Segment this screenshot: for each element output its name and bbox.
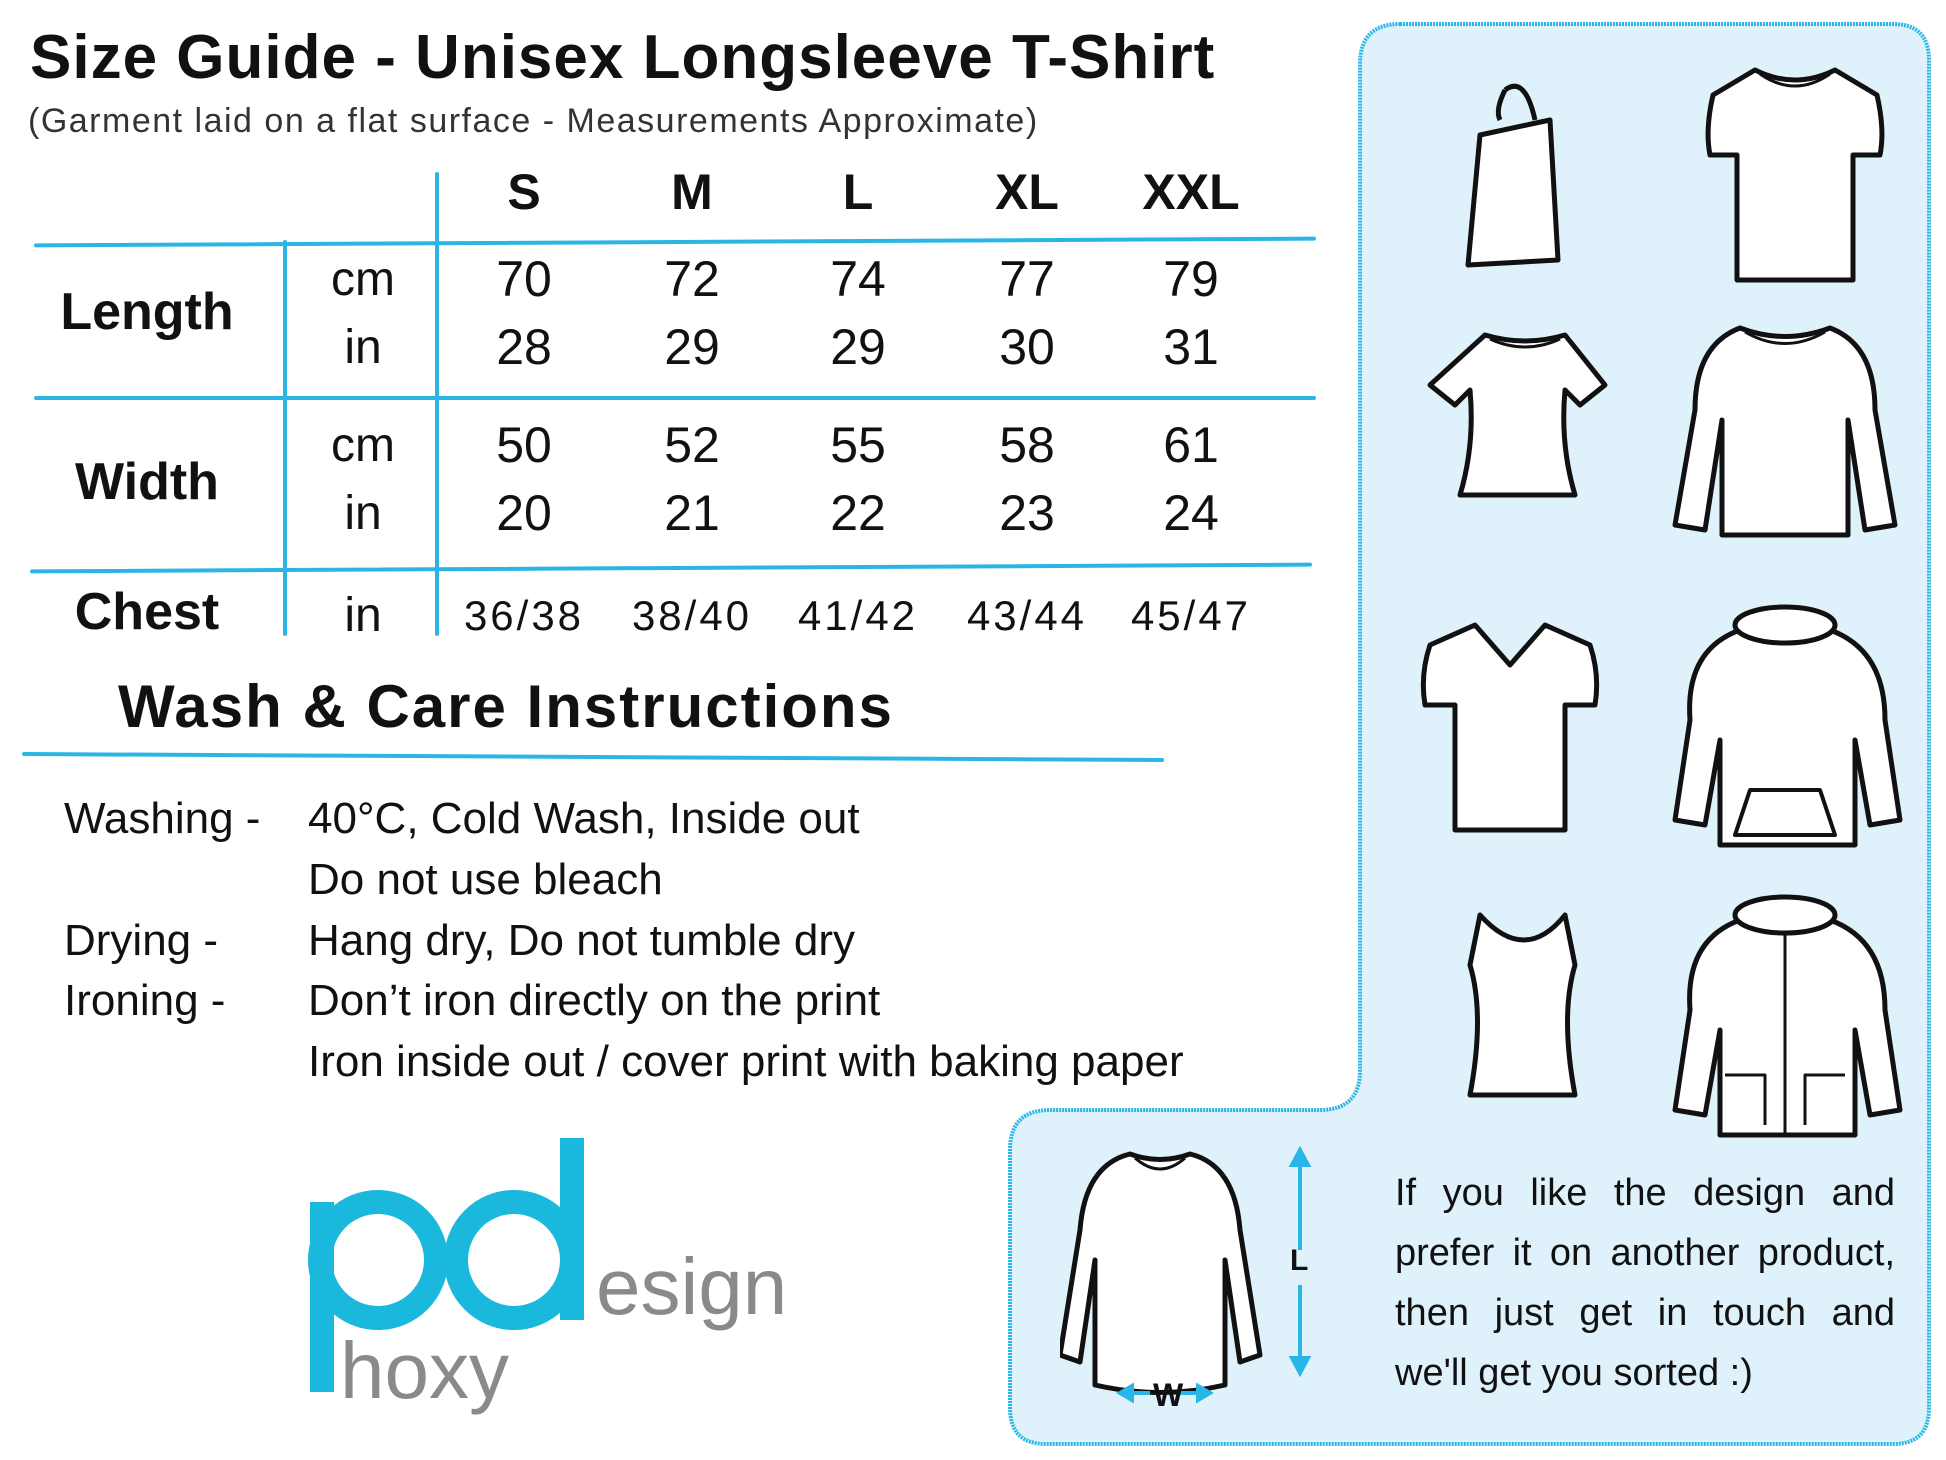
product-icons xyxy=(1420,67,1903,1138)
unit-label: cm xyxy=(331,419,395,472)
page-title: Size Guide - Unisex Longsleeve T-Shirt xyxy=(30,23,1216,92)
table-cell: 29 xyxy=(664,319,720,375)
care-value: Iron inside out / cover print with bakin… xyxy=(308,1037,1184,1086)
table-divider xyxy=(435,172,439,636)
measurement-diagram xyxy=(1060,1145,1312,1404)
promo-text-line: If you like the design and xyxy=(1395,1172,1895,1214)
tank-top-icon xyxy=(1467,912,1578,1098)
promo-text-line: we'll get you sorted :) xyxy=(1395,1352,1753,1394)
table-cell: 58 xyxy=(999,417,1055,473)
care-value: Do not use bleach xyxy=(308,855,663,904)
table-cell: 41/42 xyxy=(797,592,919,639)
logo-word-hoxy: hoxy xyxy=(340,1326,509,1415)
tshirt-icon xyxy=(1705,67,1885,283)
longsleeve-diagram-icon xyxy=(1060,1151,1263,1395)
table-cell: 23 xyxy=(999,485,1055,541)
size-header-xxl: XXL xyxy=(1142,164,1240,220)
table-cell: 31 xyxy=(1163,319,1219,375)
table-cell: 20 xyxy=(496,485,552,541)
length-label: L xyxy=(1290,1244,1309,1277)
length-arrow-icon xyxy=(1288,1145,1312,1378)
care-section-title: Wash & Care Instructions xyxy=(118,673,894,740)
table-cell: 72 xyxy=(664,251,720,307)
care-value: Hang dry, Do not tumble dry xyxy=(308,916,855,965)
zip-hoodie-icon xyxy=(1672,894,1903,1138)
size-header-l: L xyxy=(842,164,874,220)
unit-label: in xyxy=(344,589,382,642)
vneck-tshirt-icon xyxy=(1420,622,1600,833)
row-label-chest: Chest xyxy=(74,583,220,641)
care-value: 40°C, Cold Wash, Inside out xyxy=(308,794,860,843)
table-cell: 77 xyxy=(999,251,1055,307)
care-label-drying: Drying - xyxy=(64,916,219,965)
size-header-m: M xyxy=(671,164,713,220)
table-cell: 74 xyxy=(830,251,886,307)
table-cell: 79 xyxy=(1163,251,1219,307)
longsleeve-icon xyxy=(1672,325,1898,538)
table-divider xyxy=(34,396,1316,400)
table-cell: 29 xyxy=(830,319,886,375)
table-cell: 43/44 xyxy=(966,592,1088,639)
table-cell: 30 xyxy=(999,319,1055,375)
size-header-xl: XL xyxy=(995,164,1059,220)
table-cell: 36/38 xyxy=(463,592,585,639)
tote-bag-icon xyxy=(1465,83,1561,268)
care-value: Don’t iron directly on the print xyxy=(308,976,881,1025)
table-cell: 55 xyxy=(830,417,886,473)
unit-label: cm xyxy=(331,253,395,306)
table-cell: 50 xyxy=(496,417,552,473)
table-divider xyxy=(283,240,287,636)
unit-label: in xyxy=(344,321,382,374)
logo-d-bowl xyxy=(444,1190,584,1330)
page-subtitle: (Garment laid on a flat surface - Measur… xyxy=(28,102,1039,140)
size-header-s: S xyxy=(507,164,541,220)
table-cell: 70 xyxy=(496,251,552,307)
unit-label: in xyxy=(344,487,382,540)
width-arrow-icon xyxy=(1116,1382,1214,1404)
promo-text-line: prefer it on another product, xyxy=(1395,1232,1895,1274)
care-label-ironing: Ironing - xyxy=(64,976,226,1025)
row-label-width: Width xyxy=(75,453,219,511)
table-cell: 52 xyxy=(664,417,720,473)
table-cell: 22 xyxy=(830,485,886,541)
promo-text-line: then just get in touch and xyxy=(1395,1292,1895,1334)
row-label-length: Length xyxy=(60,283,234,341)
womens-tshirt-icon xyxy=(1427,332,1608,498)
care-label-washing: Washing - xyxy=(64,794,261,843)
brand-logo: hoxy esign xyxy=(300,1130,820,1430)
table-cell: 61 xyxy=(1163,417,1219,473)
table-cell: 38/40 xyxy=(631,592,753,639)
logo-p-bowl xyxy=(308,1190,448,1330)
table-cell: 21 xyxy=(664,485,720,541)
hoodie-icon xyxy=(1672,604,1903,848)
logo-word-esign: esign xyxy=(596,1242,788,1331)
logo-mark-pd xyxy=(308,1138,584,1392)
width-label: W xyxy=(1153,1377,1184,1413)
table-cell: 28 xyxy=(496,319,552,375)
table-cell: 45/47 xyxy=(1130,592,1252,639)
table-cell: 24 xyxy=(1163,485,1219,541)
